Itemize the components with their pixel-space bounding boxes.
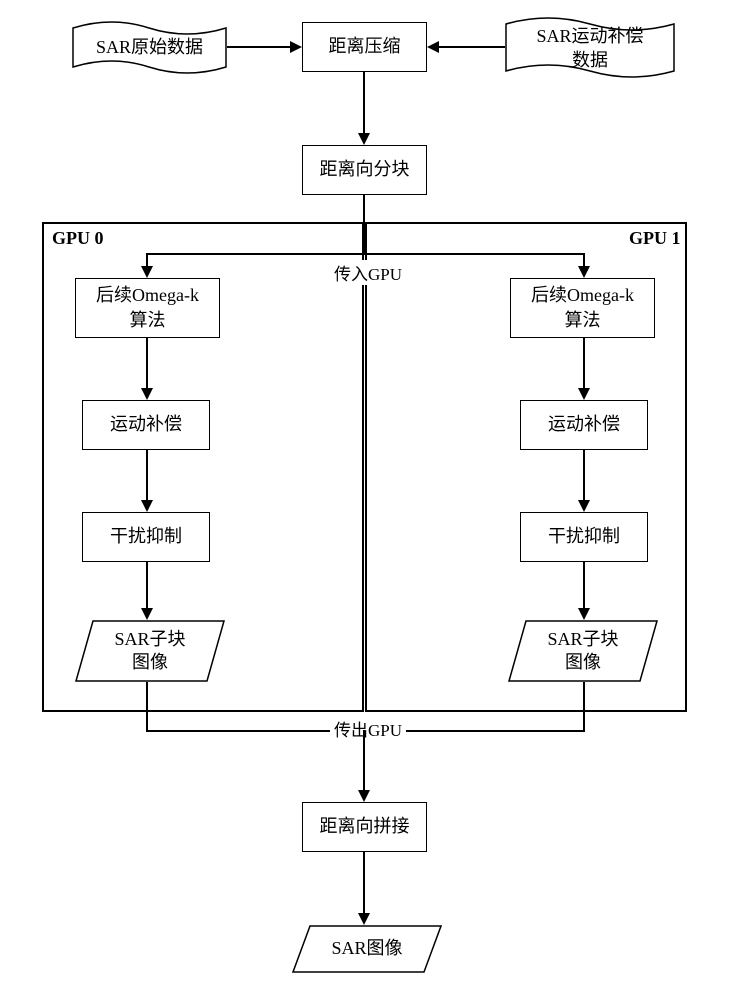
arrow-interf1-to-sub1-head <box>578 608 590 620</box>
arrow-compress-to-block-head <box>358 133 370 145</box>
arrow-sub0-down <box>146 682 148 732</box>
arrow-to-stitch <box>363 730 365 790</box>
arrow-motion1-to-interf1 <box>583 450 585 500</box>
sar-raw-data-node: SAR原始数据 <box>72 20 227 75</box>
arrow-motion0-to-interf0 <box>146 450 148 500</box>
range-stitch-node: 距离向拼接 <box>302 802 427 852</box>
arrow-omegak0-to-motion0 <box>146 338 148 388</box>
interf-suppress-1-label: 干扰抑制 <box>548 524 620 549</box>
arrow-to-omegak1 <box>583 253 585 267</box>
range-stitch-label: 距离向拼接 <box>320 814 410 839</box>
arrow-motioncomp-to-compress-head <box>427 41 439 53</box>
omega-k-1-node: 后续Omega-k 算法 <box>510 278 655 338</box>
sar-sub-0-label: SAR子块 图像 <box>114 628 185 675</box>
interf-suppress-0-node: 干扰抑制 <box>82 512 210 562</box>
range-block-label: 距离向分块 <box>320 157 410 182</box>
sar-motion-comp-data-label: SAR运动补偿 数据 <box>536 25 643 72</box>
into-gpu-label: 传入GPU <box>330 260 406 285</box>
arrow-motion1-to-interf1-head <box>578 500 590 512</box>
sar-sub-0-node: SAR子块 图像 <box>75 620 225 682</box>
gpu0-label: GPU 0 <box>48 228 108 249</box>
arrow-to-omegak0 <box>146 253 148 267</box>
range-compress-node: 距离压缩 <box>302 22 427 72</box>
sar-image-node: SAR图像 <box>292 925 442 973</box>
arrow-raw-to-compress <box>227 46 290 48</box>
arrow-to-stitch-head <box>358 790 370 802</box>
arrow-interf0-to-sub0-head <box>141 608 153 620</box>
gpu1-label: GPU 1 <box>625 228 685 249</box>
interf-suppress-0-label: 干扰抑制 <box>110 524 182 549</box>
motion-comp-1-label: 运动补偿 <box>548 412 620 437</box>
arrow-raw-to-compress-head <box>290 41 302 53</box>
arrow-to-omegak0-head <box>141 266 153 278</box>
arrow-block-down <box>363 195 365 255</box>
sar-sub-1-node: SAR子块 图像 <box>508 620 658 682</box>
omega-k-0-node: 后续Omega-k 算法 <box>75 278 220 338</box>
arrow-stitch-to-image-head <box>358 913 370 925</box>
arrow-interf1-to-sub1 <box>583 562 585 608</box>
arrow-motioncomp-to-compress <box>439 46 505 48</box>
arrow-split-horiz <box>147 253 585 255</box>
motion-comp-1-node: 运动补偿 <box>520 400 648 450</box>
out-gpu-label: 传出GPU <box>330 716 406 741</box>
range-block-node: 距离向分块 <box>302 145 427 195</box>
omega-k-0-label: 后续Omega-k 算法 <box>96 283 199 333</box>
sar-raw-data-label: SAR原始数据 <box>96 36 203 59</box>
motion-comp-0-node: 运动补偿 <box>82 400 210 450</box>
arrow-stitch-to-image <box>363 852 365 913</box>
motion-comp-0-label: 运动补偿 <box>110 412 182 437</box>
arrow-sub1-down <box>583 682 585 732</box>
sar-image-label: SAR图像 <box>331 937 402 960</box>
range-compress-label: 距离压缩 <box>329 34 401 59</box>
sar-motion-comp-data-node: SAR运动补偿 数据 <box>505 16 675 81</box>
arrow-omegak1-to-motion1-head <box>578 388 590 400</box>
arrow-compress-to-block <box>363 72 365 133</box>
arrow-motion0-to-interf0-head <box>141 500 153 512</box>
interf-suppress-1-node: 干扰抑制 <box>520 512 648 562</box>
arrow-interf0-to-sub0 <box>146 562 148 608</box>
omega-k-1-label: 后续Omega-k 算法 <box>531 283 634 333</box>
arrow-to-omegak1-head <box>578 266 590 278</box>
arrow-omegak0-to-motion0-head <box>141 388 153 400</box>
arrow-omegak1-to-motion1 <box>583 338 585 388</box>
sar-sub-1-label: SAR子块 图像 <box>547 628 618 675</box>
